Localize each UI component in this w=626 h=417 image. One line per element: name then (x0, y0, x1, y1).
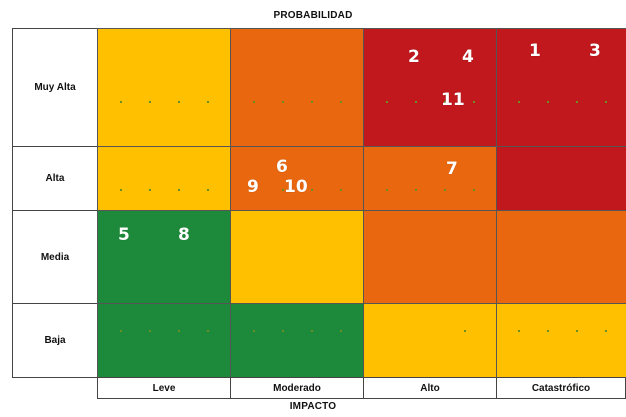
matrix-cell (230, 303, 363, 378)
matrix-cell (230, 28, 363, 146)
matrix-cell: 1 3 (496, 28, 626, 146)
risk-marker-7: 7 (446, 159, 458, 179)
cell-dot-marks (231, 101, 363, 103)
cell-dot-marks (364, 189, 496, 191)
matrix-cell: 2 4 11 (363, 28, 496, 146)
risk-marker-10: 10 (284, 177, 308, 197)
col-label-alto: Alto (363, 377, 496, 399)
matrix-cell (496, 210, 626, 303)
risk-marker-8: 8 (178, 225, 190, 245)
col-label-moderado: Moderado (230, 377, 363, 399)
risk-marker-9: 9 (247, 177, 259, 197)
cell-dot-marks (98, 330, 230, 332)
cell-dot-marks (98, 189, 230, 191)
risk-marker-3: 3 (589, 41, 601, 61)
matrix-cell: 6 9 10 (230, 146, 363, 210)
col-label-catastrofico: Catastrófico (496, 377, 626, 399)
cell-dot-marks (231, 189, 363, 191)
col-label-leve: Leve (97, 377, 230, 399)
row-label-muy-alta: Muy Alta (12, 28, 97, 146)
row-label-alta: Alta (12, 146, 97, 210)
cell-dot-marks (497, 101, 626, 103)
matrix-cell: 7 (363, 146, 496, 210)
matrix-cell (496, 303, 626, 378)
matrix-cell (97, 303, 230, 378)
matrix-cell (363, 303, 496, 378)
risk-marker-1: 1 (529, 41, 541, 61)
matrix-cell (496, 146, 626, 210)
matrix-cell: 5 8 (97, 210, 230, 303)
probability-axis-title: PROBABILIDAD (273, 10, 353, 21)
cell-dot-marks (497, 330, 626, 332)
matrix-cell (230, 210, 363, 303)
matrix-cell (363, 210, 496, 303)
row-label-media: Media (12, 210, 97, 303)
cell-dot-marks (98, 101, 230, 103)
risk-marker-11: 11 (441, 90, 465, 110)
cell-dot-marks (364, 101, 496, 103)
risk-marker-2: 2 (408, 47, 420, 67)
risk-marker-4: 4 (462, 47, 474, 67)
matrix-cell (97, 28, 230, 146)
risk-marker-6: 6 (276, 157, 288, 177)
impact-axis-title: IMPACTO (289, 401, 337, 412)
cell-dot-marks (231, 330, 363, 332)
risk-marker-5: 5 (118, 225, 130, 245)
cell-dot-marks (364, 330, 496, 332)
matrix-cell (97, 146, 230, 210)
row-label-baja: Baja (12, 303, 97, 378)
